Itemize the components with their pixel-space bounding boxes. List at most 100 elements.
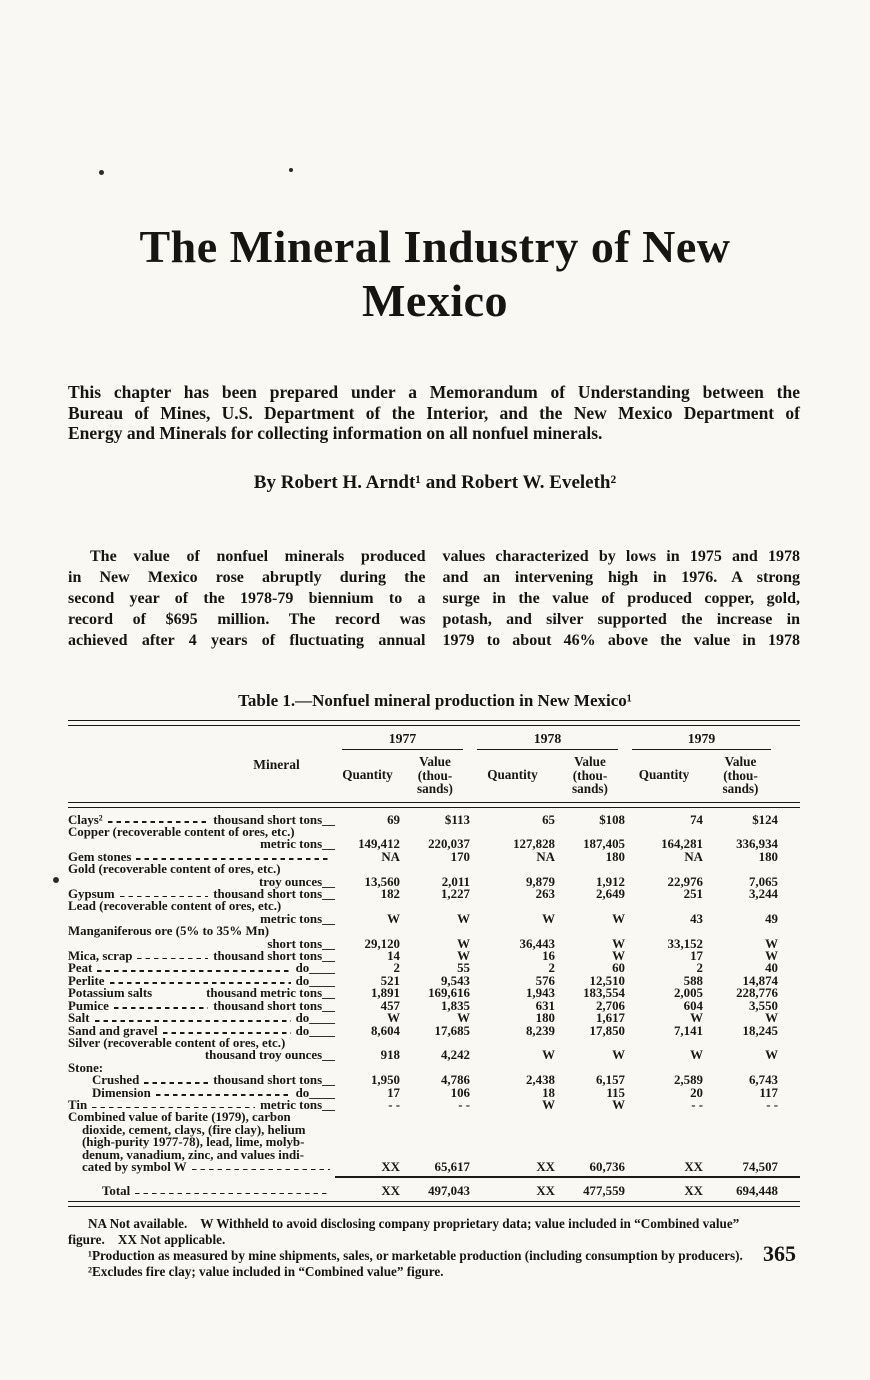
cell-1977-quantity: 521 bbox=[380, 973, 400, 988]
mineral-unit: do____ bbox=[295, 1085, 335, 1100]
cell-1978-quantity: 263 bbox=[535, 887, 555, 902]
mineral-cell: Stone: bbox=[68, 1061, 335, 1074]
cell-1979-quantity: 74 bbox=[690, 812, 703, 827]
mineral-label: Dimension bbox=[92, 1085, 151, 1100]
mineral-cell: Gypsum thousand short tons__ bbox=[68, 887, 335, 902]
body-line: The value of nonfuel minerals produced bbox=[90, 547, 426, 565]
mineral-cell: Copper (recoverable content of ores, etc… bbox=[68, 825, 335, 838]
table-row: Lead (recoverable content of ores, etc.) bbox=[68, 900, 800, 913]
body-line: record of $695 million. The record was bbox=[68, 610, 426, 628]
cell-1977-value: W bbox=[457, 949, 470, 964]
cell-1979-value: 117 bbox=[759, 1085, 778, 1100]
table-row: Copper (recoverable content of ores, etc… bbox=[68, 825, 800, 838]
cell-1978-value: 6,157 bbox=[595, 1073, 625, 1088]
table-row: (high-purity 1977-78), lead, lime, molyb… bbox=[68, 1135, 800, 1148]
cell-1979-value: 228,776 bbox=[736, 986, 778, 1001]
cell-1977-value: W bbox=[457, 936, 470, 951]
mineral-cell: Lead (recoverable content of ores, etc.) bbox=[68, 900, 335, 913]
mineral-label: Manganiferous ore (5% to 35% Mn) bbox=[68, 924, 270, 939]
column-header-quantity: Quantity bbox=[638, 767, 690, 783]
cell-1977-value: 497,043 bbox=[428, 1184, 470, 1199]
column-header-quantity: Quantity bbox=[487, 767, 538, 783]
leader-dashes bbox=[109, 982, 291, 985]
body-line: surge in the value of produced copper, g… bbox=[442, 589, 801, 607]
mineral-cell: dioxide, cement, clays, (fire clay), hel… bbox=[68, 1123, 335, 1136]
table-partial-rule bbox=[335, 1176, 800, 1179]
mineral-unit: thousand short tons__ bbox=[213, 887, 335, 902]
subheaders-1977: Quantity Value (thou- sands) bbox=[335, 750, 470, 802]
year-label: 1978 bbox=[533, 730, 562, 746]
mineral-unit: thousand short tons__ bbox=[213, 812, 335, 827]
table-row: troy ounces__ 13,560 2,011 9,879 1,912 2… bbox=[68, 874, 800, 889]
cell-1979-value: W bbox=[765, 1048, 778, 1063]
byline: By Robert H. Arndt¹ and Robert W. Evelet… bbox=[253, 471, 617, 493]
mineral-unit: do____ bbox=[295, 973, 335, 988]
intro-paragraph: This chapter has been prepared under a M… bbox=[68, 382, 800, 444]
body-line: achieved after 4 years of fluctuating an… bbox=[68, 631, 426, 649]
cell-1978-quantity: 127,828 bbox=[513, 837, 555, 852]
year-rule bbox=[632, 748, 771, 751]
cell-1978-quantity: W bbox=[542, 1048, 555, 1063]
table-row: Sand and gravel do____ 8,604 17,685 8,23… bbox=[68, 1023, 800, 1038]
table-row: Combined value of barite (1979), carbon bbox=[68, 1110, 800, 1125]
cell-1978-value: 60 bbox=[612, 961, 625, 976]
mineral-cell: Gold (recoverable content of ores, etc.) bbox=[68, 863, 335, 876]
mineral-label: Combined value of barite (1979), carbon bbox=[68, 1110, 291, 1125]
mineral-label: Perlite bbox=[68, 973, 105, 988]
cell-1979-quantity: XX bbox=[684, 1159, 703, 1174]
cell-1978-value: 1,617 bbox=[595, 1011, 625, 1026]
cell-1977-quantity: 918 bbox=[380, 1048, 400, 1063]
mineral-label: Tin bbox=[68, 1097, 88, 1112]
cell-1977-quantity: 457 bbox=[380, 998, 400, 1013]
mineral-unit: do____ bbox=[295, 1023, 335, 1038]
table-row: Silver (recoverable content of ores, etc… bbox=[68, 1036, 800, 1049]
cell-1979-value: 49 bbox=[765, 911, 778, 926]
mineral-label: Peat bbox=[68, 961, 93, 976]
cell-1979-quantity: W bbox=[690, 1011, 703, 1026]
table-row: thousand troy ounces__ 918 4,242 W W W W bbox=[68, 1048, 800, 1063]
cell-1978-value: 115 bbox=[606, 1085, 625, 1100]
year-rule bbox=[342, 748, 463, 751]
cell-1978-value: W bbox=[612, 936, 625, 951]
mineral-cell: Perlite do____ bbox=[68, 973, 335, 988]
body-line: values characterized by lows in 1975 and… bbox=[442, 547, 801, 565]
subheaders-1979: Quantity Value (thou- sands) bbox=[625, 750, 778, 802]
body-line: 1979 to about 46% above the value in 197… bbox=[442, 631, 801, 649]
cell-1978-value: W bbox=[612, 1097, 625, 1112]
table-row: Tin metric tons__ - - - - W W - - - - bbox=[68, 1097, 800, 1112]
cell-1979-value: $124 bbox=[752, 812, 778, 827]
column-header-value: Value (thou- sands) bbox=[417, 754, 453, 797]
cell-1977-value: 2,011 bbox=[441, 874, 470, 889]
cell-1977-quantity: 1,891 bbox=[370, 986, 400, 1001]
mineral-cell: Potassium salts thousand metric tons__ bbox=[68, 987, 335, 1000]
mineral-cell: Tin metric tons__ bbox=[68, 1097, 335, 1112]
leader-dashes bbox=[191, 1168, 330, 1171]
table-row: Stone: bbox=[68, 1061, 800, 1074]
cell-1977-quantity: XX bbox=[381, 1159, 400, 1174]
cell-1979-value: 694,448 bbox=[736, 1184, 778, 1199]
cell-1979-quantity: 43 bbox=[690, 911, 703, 926]
cell-1978-quantity: 16 bbox=[542, 949, 555, 964]
cell-1977-quantity: XX bbox=[381, 1184, 400, 1199]
table-row: Manganiferous ore (5% to 35% Mn) bbox=[68, 924, 800, 939]
table-row: Total XX 497,043 XX 477,559 XX 694,448 bbox=[68, 1184, 800, 1199]
cell-1979-value: W bbox=[765, 949, 778, 964]
footnote-legend-line1: NA Not available. W Withheld to avoid di… bbox=[88, 1216, 740, 1232]
table-row: Gypsum thousand short tons__ 182 1,227 2… bbox=[68, 887, 800, 902]
mineral-unit: thousand short tons__ bbox=[213, 949, 335, 964]
body-text-columns: The value of nonfuel minerals produced i… bbox=[68, 546, 800, 651]
cell-1978-quantity: XX bbox=[536, 1184, 555, 1199]
cell-1978-quantity: 631 bbox=[535, 998, 555, 1013]
cell-1979-quantity: 604 bbox=[683, 998, 703, 1013]
mineral-unit: thousand short tons__ bbox=[213, 998, 335, 1013]
table-row: Potassium salts thousand metric tons__ 1… bbox=[68, 986, 800, 1001]
cell-1977-value: $113 bbox=[444, 812, 470, 827]
cell-1977-value: 1,835 bbox=[440, 998, 470, 1013]
mineral-unit: do____ bbox=[295, 1011, 335, 1026]
scan-speck bbox=[99, 170, 104, 175]
cell-1979-quantity: 2,005 bbox=[673, 986, 703, 1001]
mineral-cell: Total bbox=[68, 1184, 335, 1198]
year-group-1979: 1979 Quantity Value (thou- sands) bbox=[625, 728, 778, 802]
mineral-unit: troy ounces__ bbox=[258, 874, 335, 889]
